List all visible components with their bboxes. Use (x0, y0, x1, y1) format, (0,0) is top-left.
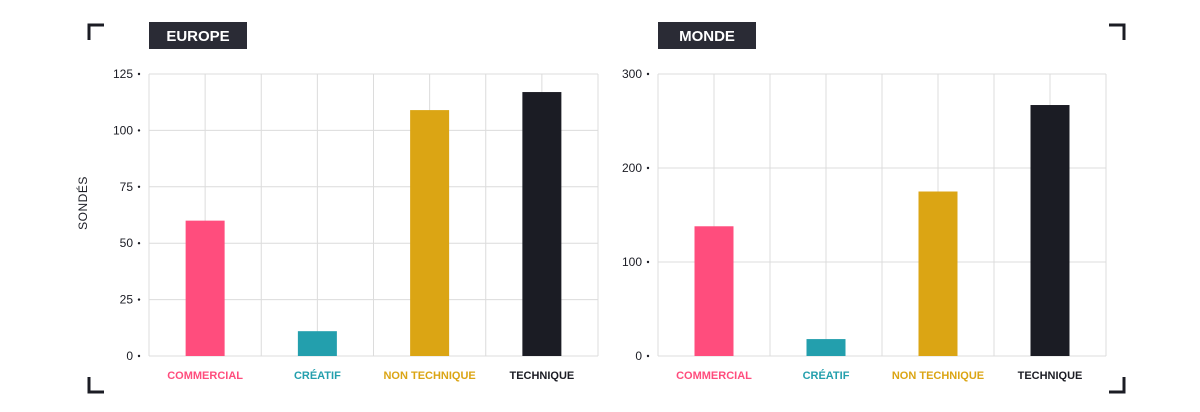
chart-europe: EUROPE SONDÉS 0 25 50 75 100 125 COMMERCIAL CR… (75, 22, 599, 382)
y-tick-label: 300 (622, 67, 642, 81)
x-tick-label: COMMERCIAL (167, 370, 243, 382)
chart-monde-x-axis: COMMERCIAL CRÉATIF NON TECHNIQUE TECHNIQUE (676, 369, 1082, 382)
y-tick-label: 100 (113, 123, 133, 137)
bar-cr-atif (297, 331, 337, 356)
y-tick-mark (137, 354, 141, 358)
x-tick-label: NON TECHNIQUE (892, 370, 984, 382)
bar-cr-atif (806, 339, 846, 356)
x-tick-label: COMMERCIAL (676, 370, 752, 382)
bar-commercial (694, 226, 734, 356)
y-tick-mark (646, 260, 650, 264)
y-tick-mark (646, 354, 650, 358)
chart-europe-title-bg (149, 22, 247, 49)
bar-commercial (185, 220, 225, 356)
x-tick-label: TECHNIQUE (509, 370, 574, 382)
y-tick-mark (646, 72, 650, 76)
bar-non-technique (918, 191, 958, 356)
x-tick-label: CRÉATIF (803, 369, 850, 382)
y-tick-mark (137, 129, 141, 132)
x-tick-label: NON TECHNIQUE (383, 370, 475, 382)
y-tick-label: 200 (622, 161, 642, 175)
y-tick-label: 100 (622, 255, 642, 269)
corner-bottom-right (1109, 377, 1126, 394)
y-tick-label: 75 (120, 180, 134, 194)
y-tick-label: 0 (635, 349, 642, 363)
chart-monde-bars (694, 105, 1070, 357)
corner-top-left (87, 23, 104, 40)
chart-europe-bars (185, 92, 562, 356)
chart-monde-title: MONDE (679, 28, 735, 45)
chart-monde: MONDE 0 100 200 300 COMMERCIAL CRÉATIF NON TE… (622, 22, 1107, 382)
y-tick-label: 25 (120, 293, 134, 307)
corner-bottom-left (87, 377, 104, 394)
y-tick-mark (137, 242, 141, 245)
chart-europe-title: EUROPE (166, 28, 229, 45)
chart-monde-title-bg (658, 22, 756, 49)
y-tick-label: 0 (126, 349, 133, 363)
y-tick-mark (137, 185, 141, 188)
bar-technique (1030, 105, 1070, 357)
bar-non-technique (410, 110, 450, 356)
y-tick-label: 50 (120, 236, 134, 250)
corner-top-right (1109, 23, 1126, 40)
y-tick-mark (137, 72, 141, 76)
x-tick-label: CRÉATIF (294, 369, 341, 382)
x-tick-label: TECHNIQUE (1018, 370, 1083, 382)
chart-europe-y-axis: 0 25 50 75 100 125 (113, 67, 141, 363)
y-tick-label: 125 (113, 67, 133, 81)
y-tick-mark (646, 166, 650, 170)
chart-europe-x-axis: COMMERCIAL CRÉATIF NON TECHNIQUE TECHNIQUE (167, 369, 574, 382)
chart-monde-y-axis: 0 100 200 300 (622, 67, 650, 363)
chart-europe-ylabel: SONDÉS (75, 176, 90, 230)
y-tick-mark (137, 298, 141, 301)
bar-technique (522, 92, 562, 356)
corner-brackets (87, 23, 1126, 394)
